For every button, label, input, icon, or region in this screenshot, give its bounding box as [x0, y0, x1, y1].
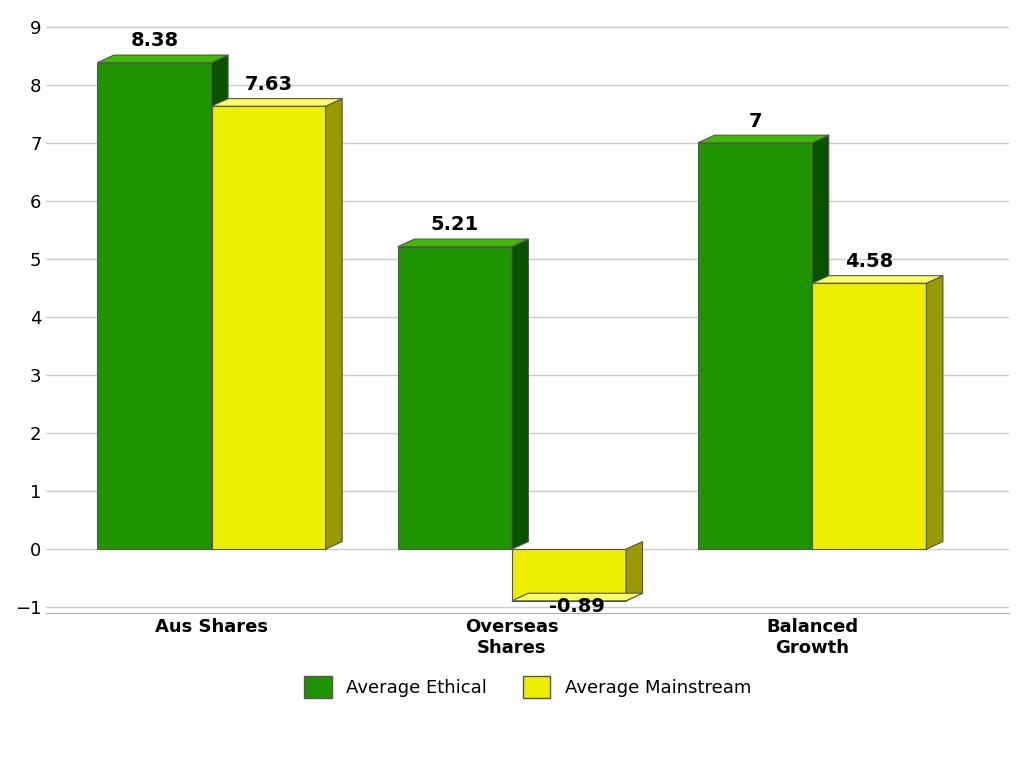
- Polygon shape: [512, 593, 643, 601]
- Polygon shape: [812, 275, 943, 283]
- Polygon shape: [812, 135, 828, 549]
- Polygon shape: [512, 549, 626, 601]
- Polygon shape: [326, 99, 342, 549]
- Text: 8.38: 8.38: [130, 31, 178, 50]
- Polygon shape: [698, 135, 828, 143]
- Polygon shape: [927, 275, 943, 549]
- Polygon shape: [212, 55, 228, 549]
- Legend: Average Ethical, Average Mainstream: Average Ethical, Average Mainstream: [297, 669, 758, 705]
- Polygon shape: [397, 239, 528, 246]
- Text: 7.63: 7.63: [245, 75, 293, 94]
- Text: 4.58: 4.58: [845, 252, 894, 271]
- Polygon shape: [97, 55, 228, 63]
- Polygon shape: [212, 106, 326, 549]
- Polygon shape: [97, 63, 212, 549]
- Polygon shape: [397, 246, 512, 549]
- Polygon shape: [698, 143, 812, 549]
- Text: -0.89: -0.89: [549, 597, 605, 616]
- Polygon shape: [512, 239, 528, 549]
- Polygon shape: [212, 99, 342, 106]
- Text: 5.21: 5.21: [431, 216, 479, 234]
- Text: 7: 7: [749, 112, 762, 131]
- Polygon shape: [626, 542, 643, 601]
- Polygon shape: [812, 283, 927, 549]
